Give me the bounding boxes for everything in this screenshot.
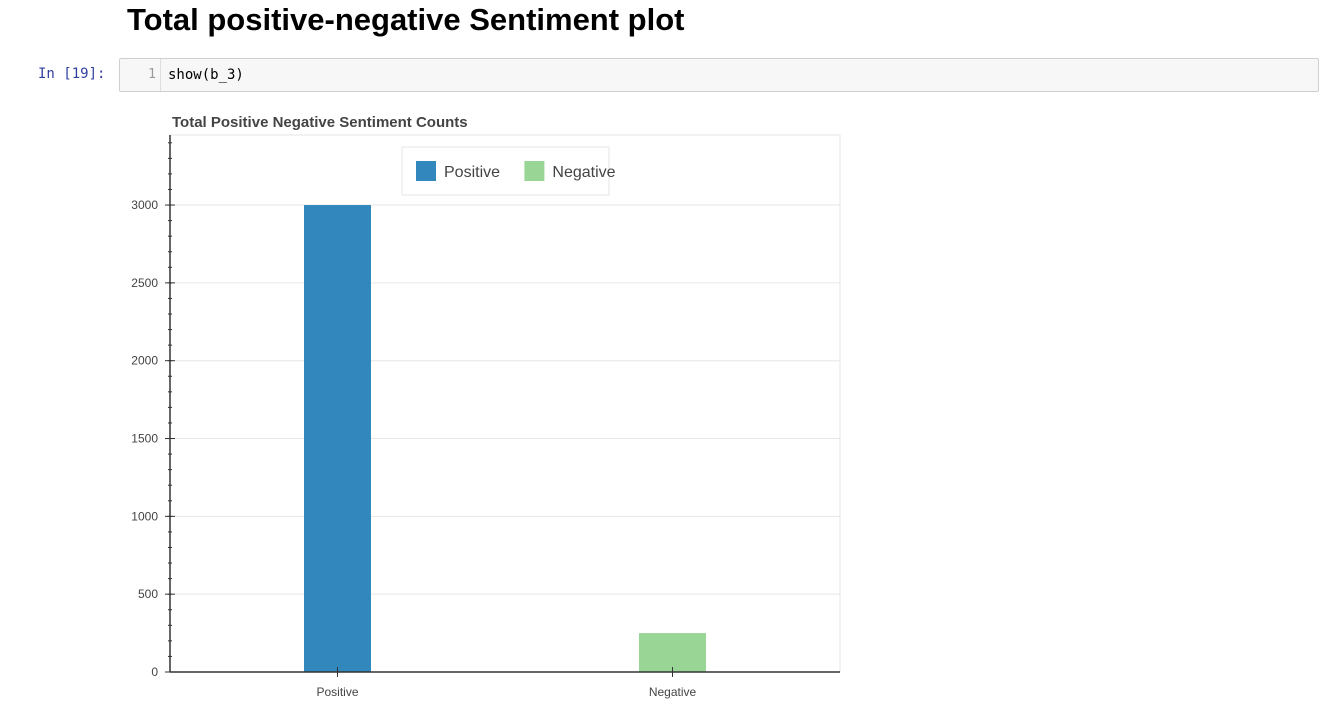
y-tick-label: 0 [151, 665, 158, 679]
y-tick-label: 3000 [131, 198, 158, 212]
y-tick-label: 1500 [131, 432, 158, 446]
line-number-gutter: 1 [120, 59, 161, 91]
x-tick-label: Negative [649, 685, 697, 699]
bar-positive [304, 205, 371, 672]
chart-title: Total Positive Negative Sentiment Counts [172, 114, 468, 131]
y-tick-label: 2000 [131, 354, 158, 368]
line-number: 1 [148, 67, 156, 82]
legend-swatch-negative [524, 161, 545, 181]
legend[interactable]: Positive Negative [401, 146, 616, 196]
legend-swatch-positive [416, 161, 436, 181]
bar-chart: Total Positive Negative Sentiment Counts… [131, 114, 841, 699]
y-tick-label: 2500 [131, 276, 158, 290]
legend-label-positive: Positive [444, 164, 500, 181]
y-tick-label: 500 [138, 587, 158, 601]
section-heading: Total positive-negative Sentiment plot [127, 2, 685, 37]
legend-box [401, 146, 610, 196]
x-tick-label: Positive [316, 685, 358, 699]
legend-label-negative: Negative [552, 164, 615, 181]
y-tick-label: 1000 [131, 509, 158, 523]
code-cell-input[interactable]: 1 show(b_3) [119, 58, 1319, 92]
cell-prompt: In [19]: [38, 66, 106, 82]
plot-area [169, 134, 841, 673]
bar-negative [639, 633, 706, 672]
code-text[interactable]: show(b_3) [168, 67, 244, 83]
